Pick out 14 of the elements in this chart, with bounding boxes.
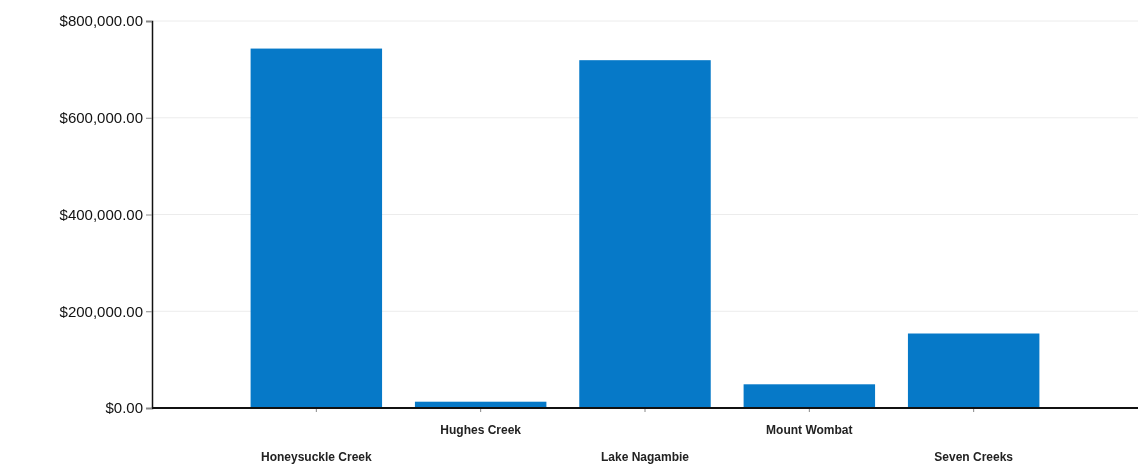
y-tick-label: $800,000.00 (59, 12, 143, 30)
x-tick-label: Lake Nagambie (600, 449, 690, 464)
y-tick-label: $0.00 (105, 399, 143, 417)
x-tick-label: Honeysuckle Creek (260, 449, 373, 464)
bar (250, 48, 383, 408)
y-tick-label: $200,000.00 (59, 302, 143, 320)
bar (743, 384, 876, 408)
x-tick-label: Seven Creeks (934, 449, 1014, 464)
bar (907, 333, 1040, 408)
bar (579, 60, 711, 408)
y-tick-label: $400,000.00 (59, 205, 143, 223)
y-tick-label: $600,000.00 (59, 109, 143, 127)
x-tick-label: Mount Wombat (766, 422, 853, 437)
x-tick-label: Hughes Creek (440, 422, 522, 437)
